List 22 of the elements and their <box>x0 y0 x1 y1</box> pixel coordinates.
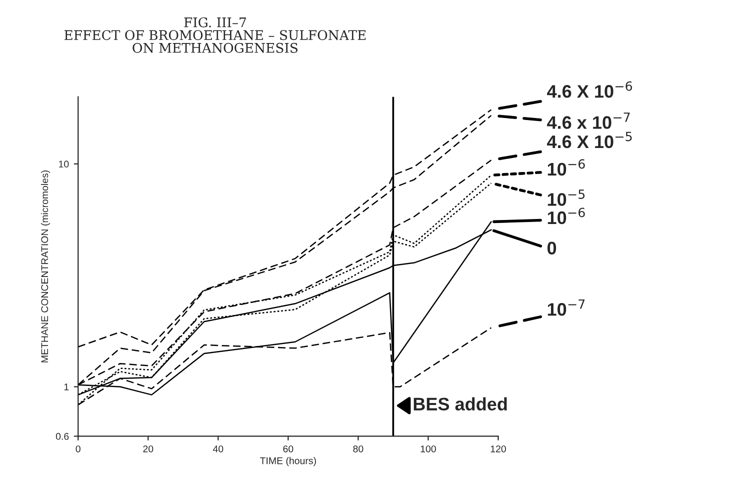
legend-label: 10$^{−5}$ <box>548 190 585 206</box>
x-tick-label: 0 <box>76 445 80 452</box>
text: 10$^{−7}$ <box>548 299 585 316</box>
legend-label: 10$^{−6}$ <box>548 208 585 224</box>
y-tick-label: 0.6 <box>56 432 69 440</box>
text: 4.6 X 10$^{−5}$ <box>547 132 632 148</box>
y-tick-label: 10 <box>59 160 69 168</box>
legend-label: 0 <box>547 242 556 255</box>
x-tick-label: 80 <box>353 445 364 452</box>
legend-label: 10$^{−6}$ <box>548 159 585 176</box>
text: 4.6 x 10$^{−7}$ <box>547 112 630 129</box>
x-axis-title: TIME (hours) <box>260 457 316 466</box>
y-axis-title: METHANE CONCENTRATION (micromoles) <box>40 170 50 362</box>
y-tick-label: 1 <box>64 384 69 390</box>
x-tick-label: 20 <box>143 445 154 452</box>
x-tick-label: 40 <box>212 445 224 452</box>
x-tick-label: 120 <box>490 445 506 452</box>
x-tick-label: 60 <box>283 445 294 452</box>
text: 4.6 X 10$^{−6}$ <box>547 81 632 98</box>
ref-line-label: BES added <box>414 397 507 410</box>
chart-title: FIG. III–7 EFFECT OF BROMOETHANE – SULFONATE ON METHANOGENESIS <box>64 17 366 53</box>
x-tick-label: 100 <box>420 445 436 452</box>
